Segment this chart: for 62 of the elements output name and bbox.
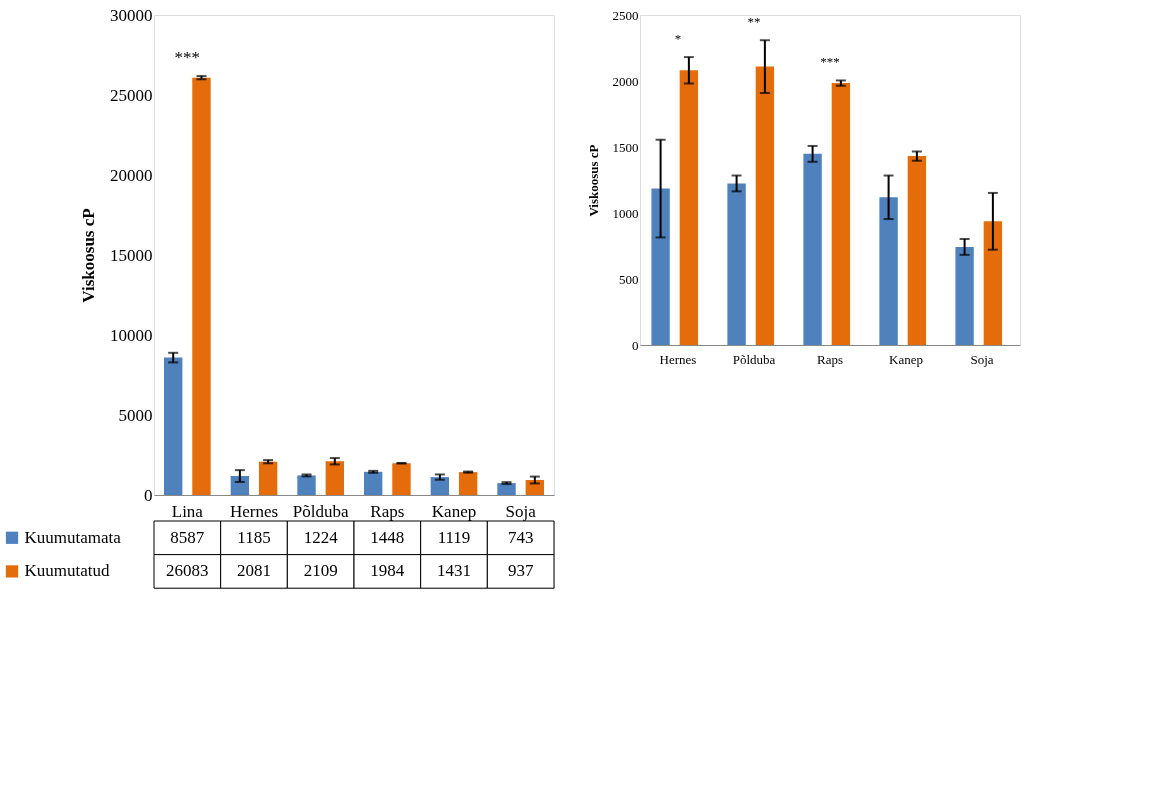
y-tick-label: 15000 xyxy=(110,245,153,265)
y-tick-label: 10000 xyxy=(110,325,153,345)
y-tick-label: 0 xyxy=(632,337,639,353)
x-tick-label: Soja xyxy=(505,501,537,521)
bar xyxy=(755,66,775,345)
bar xyxy=(458,472,478,495)
bar xyxy=(297,475,316,495)
annotation: *** xyxy=(174,48,201,68)
bar xyxy=(258,461,278,495)
y-tick-label: 20000 xyxy=(110,165,153,185)
bar xyxy=(955,246,974,345)
bar xyxy=(192,77,211,495)
data-label: 2081 xyxy=(237,561,271,581)
y-tick-label: 2500 xyxy=(612,7,639,23)
x-tick-label: Lina xyxy=(171,501,204,521)
x-tick-label: Kanep xyxy=(431,501,477,521)
y-tick-label: 0 xyxy=(144,485,153,505)
data-label: 937 xyxy=(507,561,534,581)
legend-label: Kuumutatud xyxy=(24,561,110,581)
bar xyxy=(727,183,746,345)
bar xyxy=(907,156,927,345)
data-label: 1185 xyxy=(237,527,271,547)
data-label: 2109 xyxy=(303,561,338,581)
annotation: *** xyxy=(820,54,840,70)
data-label: 1431 xyxy=(437,561,471,581)
x-tick-label: Hernes xyxy=(229,501,279,521)
y-tick-label: 30000 xyxy=(110,5,153,25)
data-label: 26083 xyxy=(166,561,209,581)
y-tick-label: 25000 xyxy=(110,85,153,105)
annotation: ** xyxy=(747,14,761,30)
bar xyxy=(164,357,183,495)
data-label: 8587 xyxy=(170,527,205,547)
y-tick-label: 1500 xyxy=(612,139,639,155)
legend-label: Kuumutamata xyxy=(24,527,122,547)
bar xyxy=(392,463,411,495)
y-axis-title: Viskoosus cP xyxy=(585,144,601,217)
x-tick-label: Kanep xyxy=(889,351,923,367)
data-label: 743 xyxy=(507,527,534,547)
x-tick-label: Hernes xyxy=(659,351,697,367)
data-label: 1224 xyxy=(303,527,339,547)
y-axis-title: Viskoosus cP xyxy=(79,208,98,303)
y-tick-label: 1000 xyxy=(612,205,639,221)
bar xyxy=(230,476,250,495)
bar xyxy=(364,471,383,495)
x-tick-label: Raps xyxy=(817,351,843,367)
bar xyxy=(803,153,822,345)
y-tick-label: 500 xyxy=(619,271,639,287)
x-tick-label: Soja xyxy=(970,351,994,367)
x-tick-label: Põlduba xyxy=(292,501,349,521)
x-tick-label: Raps xyxy=(370,501,405,521)
data-label: 1448 xyxy=(370,527,405,547)
y-tick-label: 5000 xyxy=(118,405,153,425)
bar xyxy=(679,70,699,345)
bar xyxy=(497,483,516,495)
bar xyxy=(983,221,1003,345)
data-label: 1984 xyxy=(370,561,405,581)
y-tick-label: 2000 xyxy=(612,73,639,89)
annotation: * xyxy=(674,31,682,47)
x-tick-label: Põlduba xyxy=(732,351,776,367)
bar xyxy=(651,188,670,345)
bar xyxy=(879,197,898,345)
data-label: 1119 xyxy=(437,527,471,547)
